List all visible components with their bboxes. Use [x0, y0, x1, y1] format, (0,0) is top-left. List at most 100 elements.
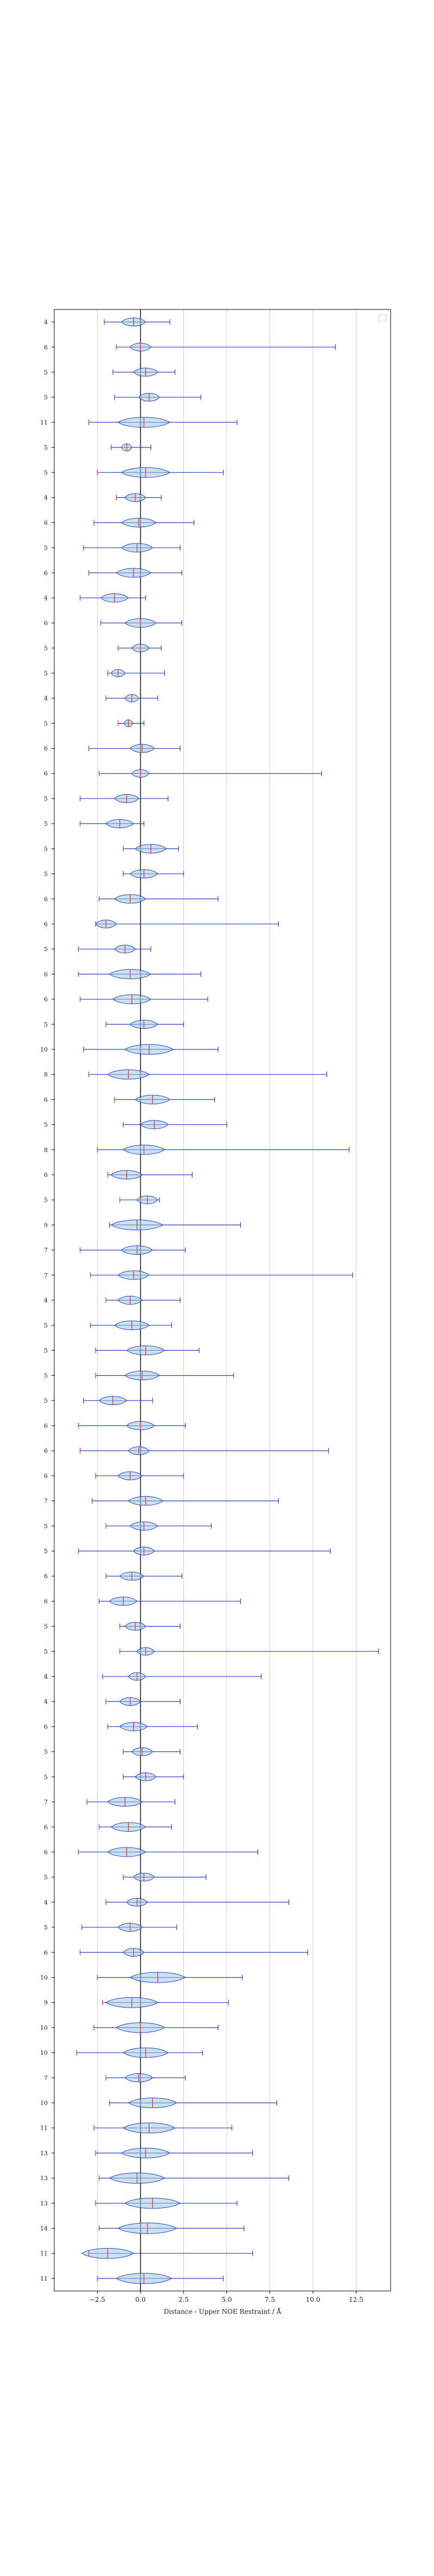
violin-row — [107, 1170, 193, 1180]
violin-row — [98, 1822, 172, 1832]
y-tick-label: 5 — [44, 1749, 48, 1756]
violin-row — [104, 318, 170, 327]
violin-row — [92, 1496, 279, 1506]
y-tick-label: 6 — [44, 770, 48, 777]
violin-row — [97, 1144, 350, 1155]
x-tick-label: 0.0 — [135, 2296, 145, 2303]
y-tick-label: 4 — [44, 319, 48, 326]
y-tick-label: 5 — [44, 845, 48, 852]
violin-row — [119, 1622, 181, 1631]
y-tick-label: 6 — [44, 1824, 48, 1831]
x-tick-label: 10.0 — [306, 2296, 321, 2303]
x-tick-label: 2.5 — [178, 2296, 189, 2303]
violin-row — [79, 1948, 308, 1957]
violin-row — [114, 393, 201, 402]
violin-row — [79, 1446, 329, 1455]
violin-row — [79, 994, 208, 1004]
violin-row — [116, 343, 336, 352]
y-tick-label: 5 — [44, 820, 48, 827]
y-tick-label: 9 — [44, 1221, 48, 1229]
y-tick-label: 6 — [44, 620, 48, 627]
violin-row — [98, 1597, 241, 1606]
violin-row — [105, 1295, 181, 1305]
y-tick-label: 14 — [40, 2225, 48, 2232]
y-tick-label: 6 — [44, 996, 48, 1003]
violin-row — [95, 2148, 253, 2159]
y-tick-label: 4 — [44, 495, 48, 502]
violin-row — [105, 1572, 182, 1581]
violin-row — [83, 543, 181, 553]
violin-row — [98, 2223, 245, 2234]
y-tick-label: 5 — [44, 1623, 48, 1630]
y-tick-label: 6 — [44, 1422, 48, 1429]
violin-row — [95, 1370, 234, 1381]
y-tick-label: 4 — [44, 1698, 48, 1705]
violin-row — [81, 1922, 177, 1932]
y-tick-label: 5 — [44, 1021, 48, 1028]
violin-row — [95, 2198, 238, 2209]
violin-row — [88, 1069, 327, 1080]
y-tick-label: 7 — [44, 2074, 48, 2081]
violin-row — [105, 2073, 186, 2083]
violin-row — [97, 467, 224, 478]
y-tick-label: 5 — [44, 946, 48, 953]
violin-row — [90, 1320, 172, 1330]
violin-row — [107, 1722, 198, 1731]
violin-row — [81, 2248, 253, 2259]
y-tick-label: 6 — [44, 1472, 48, 1479]
violin-row — [117, 644, 162, 653]
y-tick-label: 5 — [44, 1372, 48, 1379]
y-tick-label: 5 — [44, 1397, 48, 1404]
y-tick-label: 6 — [44, 745, 48, 752]
violin-row — [95, 1471, 184, 1480]
y-tick-label: 4 — [44, 594, 48, 602]
y-tick-label: 6 — [44, 1723, 48, 1730]
y-tick-label: 4 — [44, 1899, 48, 1906]
violin-row — [93, 2022, 219, 2033]
violin-row — [123, 1747, 181, 1756]
y-tick-label: 13 — [40, 2175, 48, 2182]
violin-row — [123, 1773, 184, 1781]
y-tick-label: 5 — [44, 720, 48, 727]
y-tick-label: 5 — [44, 394, 48, 401]
y-tick-label: 5 — [44, 1648, 48, 1655]
violin-row — [112, 368, 176, 377]
violin-row — [83, 1396, 153, 1406]
violin-row — [117, 719, 144, 727]
violin-row — [86, 1797, 176, 1807]
y-tick-label: 6 — [44, 1598, 48, 1605]
violin-row — [105, 1521, 212, 1531]
violin-row — [109, 1219, 241, 1231]
y-tick-label: 6 — [44, 344, 48, 351]
y-tick-label: 11 — [40, 2125, 48, 2132]
x-tick-label: 5.0 — [221, 2296, 232, 2303]
violin-row — [78, 945, 151, 954]
violin-row — [123, 1872, 207, 1882]
y-tick-label: 6 — [44, 1447, 48, 1454]
violin-row — [79, 1245, 186, 1255]
y-tick-label: 5 — [44, 444, 48, 451]
y-tick-label: 5 — [44, 645, 48, 652]
y-tick-label: 5 — [44, 1523, 48, 1530]
y-tick-label: 4 — [44, 1297, 48, 1304]
y-tick-label: 5 — [44, 1347, 48, 1354]
y-tick-label: 5 — [44, 795, 48, 802]
y-tick-label: 11 — [40, 2250, 48, 2257]
y-tick-label: 8 — [44, 1147, 48, 1154]
violin-row — [88, 568, 182, 578]
violin-row — [78, 1421, 186, 1431]
y-tick-label: 5 — [44, 1197, 48, 1204]
violin-row — [95, 920, 279, 928]
y-tick-label: 5 — [44, 369, 48, 376]
y-tick-label: 5 — [44, 1548, 48, 1555]
violin-row — [111, 443, 151, 452]
y-tick-label: 7 — [44, 1498, 48, 1505]
y-tick-label: 11 — [40, 2275, 48, 2282]
y-tick-label: 8 — [44, 1071, 48, 1078]
violin-row — [116, 493, 162, 502]
y-tick-label: 6 — [44, 896, 48, 903]
x-tick-label: 7.5 — [265, 2296, 275, 2303]
y-tick-label: 5 — [44, 871, 48, 878]
